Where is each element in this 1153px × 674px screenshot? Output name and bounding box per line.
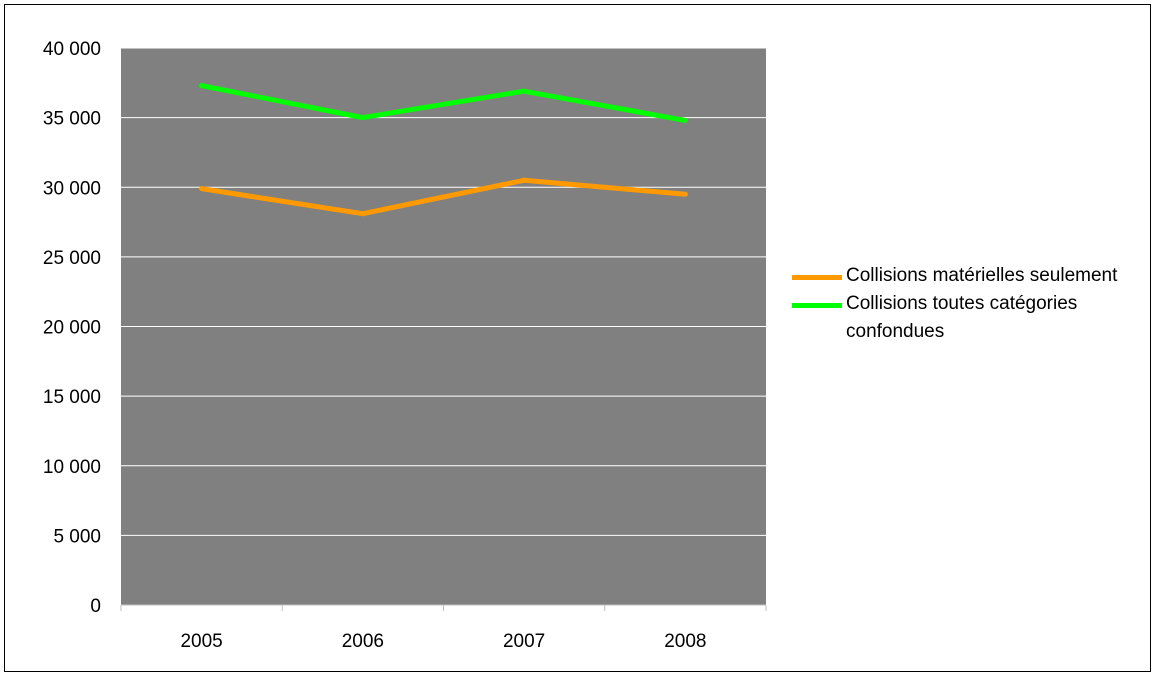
data-point-1 <box>521 88 527 94</box>
series-line-1 <box>201 83 686 123</box>
y-tick-label: 40 000 <box>43 39 101 60</box>
legend-label-materielles: Collisions matérielles seulement <box>846 265 1118 286</box>
data-point-0 <box>682 191 688 197</box>
data-point-0 <box>521 177 527 183</box>
legend-swatch-materielles <box>792 275 842 280</box>
legend-item-materielles: Collisions matérielles seulement <box>790 262 1150 290</box>
x-tick-label: 2005 <box>180 631 222 652</box>
x-tick-label: 2006 <box>342 631 384 652</box>
data-point-1 <box>682 117 688 123</box>
legend-item-toutes: Collisions toutes catégories confondues <box>790 290 1150 346</box>
plot-area: 0 5 000 10 000 15 000 20 000 25 000 30 000 35 0… <box>43 39 767 652</box>
series-line-0 <box>201 177 686 217</box>
y-tick-label: 10 000 <box>43 457 101 478</box>
y-tick-label: 25 000 <box>43 248 101 269</box>
x-tick-label: 2008 <box>664 631 706 652</box>
legend-label-toutes: Collisions toutes catégories confondues <box>846 293 1078 342</box>
data-point-0 <box>199 186 205 192</box>
legend: Collisions matérielles seulement Collisi… <box>790 262 1150 346</box>
y-tick-label: 0 <box>90 596 101 617</box>
data-point-1 <box>199 83 205 89</box>
legend-swatch-toutes <box>792 303 842 308</box>
data-point-1 <box>360 115 366 121</box>
data-point-0 <box>360 211 366 217</box>
y-tick-label: 35 000 <box>43 109 101 130</box>
x-tick-label: 2007 <box>503 631 545 652</box>
y-tick-label: 20 000 <box>43 318 101 339</box>
y-tick-label: 15 000 <box>43 387 101 408</box>
y-tick-label: 30 000 <box>43 178 101 199</box>
y-tick-label: 5 000 <box>53 526 101 547</box>
